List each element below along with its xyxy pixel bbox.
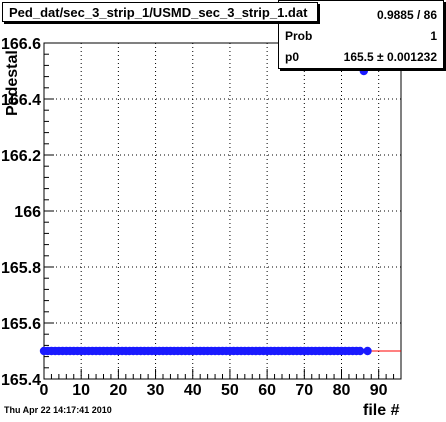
stat-p0-value: 165.5 ± 0.001232 [343, 50, 437, 64]
tick-layer [43, 42, 395, 380]
y-axis-title: Pedestal [4, 50, 21, 116]
x-axis-title: file # [363, 402, 400, 419]
x-tick-label: 30 [147, 382, 165, 399]
y-tick-label: 166.2 [1, 148, 41, 165]
x-tick-label: 60 [258, 382, 276, 399]
stat-prob-value: 1 [430, 29, 437, 43]
y-tick-label: 166 [14, 204, 41, 221]
y-tick-label: 165.4 [1, 372, 41, 389]
x-tick-label: 0 [40, 382, 49, 399]
stat-row-chi: 0.9885 / 86 [285, 5, 437, 25]
y-tick-label: 165.8 [1, 260, 41, 277]
plot-frame [43, 42, 402, 380]
chart-title: Ped_dat/sec_3_strip_1/USMD_sec_3_strip_1… [2, 2, 318, 22]
y-tick-label: 166.4 [1, 92, 41, 109]
x-tick-label: 90 [370, 382, 388, 399]
y-tick-label: 166.6 [1, 36, 41, 53]
x-tick-label: 10 [72, 382, 90, 399]
data-point [355, 346, 365, 356]
grid-layer [44, 43, 401, 379]
stat-row-prob: Prob 1 [285, 26, 437, 46]
timestamp: Thu Apr 22 14:17:41 2010 [4, 405, 112, 415]
marker-layer [39, 66, 372, 356]
x-tick-label: 80 [333, 382, 351, 399]
stat-row-p0: p0 165.5 ± 0.001232 [285, 47, 437, 67]
x-tick-label: 40 [184, 382, 202, 399]
x-tick-label: 20 [109, 382, 127, 399]
stat-prob-label: Prob [285, 29, 313, 43]
stat-chi-value: 0.9885 / 86 [376, 8, 437, 22]
stat-p0-label: p0 [285, 50, 300, 64]
label-layer: 0 10 20 30 40 50 60 70 80 90 165.4 165.6 165.8 166 166… [1, 36, 388, 399]
x-tick-label: 70 [295, 382, 313, 399]
y-tick-label: 165.6 [1, 316, 41, 333]
data-point [363, 346, 372, 356]
x-tick-label: 50 [221, 382, 239, 399]
